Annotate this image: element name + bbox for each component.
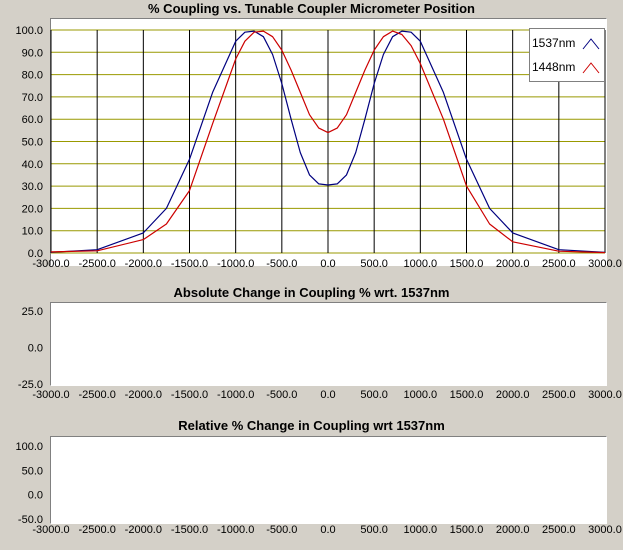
absolute-plot-area xyxy=(50,302,607,386)
legend-swatch-1448nm xyxy=(582,62,600,74)
x-tick-label: 1500.0 xyxy=(450,524,484,536)
x-tick-label: 1500.0 xyxy=(450,389,484,401)
y-tick-label: 80.0 xyxy=(22,70,43,82)
x-tick-label: -2000.0 xyxy=(125,258,162,270)
x-tick-label: -3000.0 xyxy=(32,389,69,401)
x-tick-label: -500.0 xyxy=(266,524,297,536)
x-tick-label: 2000.0 xyxy=(496,524,530,536)
x-tick-label: 3000.0 xyxy=(588,389,622,401)
relative-chart-title: Relative % Change in Coupling wrt 1537nm xyxy=(178,418,445,433)
y-tick-label: 25.0 xyxy=(22,306,43,318)
x-tick-label: 2500.0 xyxy=(542,524,576,536)
x-tick-label: 2500.0 xyxy=(542,389,576,401)
x-tick-label: -1500.0 xyxy=(171,524,208,536)
y-tick-label: 40.0 xyxy=(22,159,43,171)
x-tick-label: -1500.0 xyxy=(171,258,208,270)
x-tick-label: -2000.0 xyxy=(125,524,162,536)
y-tick-label: 20.0 xyxy=(22,203,43,215)
x-tick-label: 1000.0 xyxy=(404,524,438,536)
legend-label: 1448nm xyxy=(532,60,576,74)
y-tick-label: 50.0 xyxy=(22,465,43,477)
x-tick-label: -1000.0 xyxy=(217,524,254,536)
y-tick-label: 70.0 xyxy=(22,92,43,104)
x-tick-label: -2000.0 xyxy=(125,389,162,401)
y-tick-label: 60.0 xyxy=(22,114,43,126)
y-tick-label: -50.0 xyxy=(18,514,43,526)
relative-plot-area xyxy=(50,436,607,524)
x-tick-label: 2000.0 xyxy=(496,389,530,401)
x-tick-label: 500.0 xyxy=(360,389,388,401)
y-tick-label: 0.0 xyxy=(28,343,43,355)
y-tick-label: 100.0 xyxy=(15,25,43,37)
y-tick-label: 50.0 xyxy=(22,137,43,149)
y-tick-label: 10.0 xyxy=(22,226,43,238)
x-tick-label: 500.0 xyxy=(360,258,388,270)
x-tick-label: -1500.0 xyxy=(171,389,208,401)
main-chart-title: % Coupling vs. Tunable Coupler Micromete… xyxy=(148,1,475,16)
y-tick-label: 100.0 xyxy=(15,441,43,453)
legend-item-1537nm: 1537nm xyxy=(532,33,602,53)
x-tick-label: -500.0 xyxy=(266,258,297,270)
main-chart-group: 0.0 10.0 20.0 30.0 40.0 50.0 60.0 70.0 80.0 90.0 1… xyxy=(15,25,621,270)
x-tick-label: 0.0 xyxy=(320,389,335,401)
x-tick-label: 0.0 xyxy=(320,524,335,536)
y-tick-label: -25.0 xyxy=(18,379,43,391)
y-tick-label: 0.0 xyxy=(28,248,43,260)
legend-swatch-1537nm xyxy=(582,38,600,50)
y-tick-label: 30.0 xyxy=(22,181,43,193)
x-tick-label: -3000.0 xyxy=(32,258,69,270)
x-tick-label: 3000.0 xyxy=(588,524,622,536)
x-tick-label: 500.0 xyxy=(360,524,388,536)
y-tick-label: 90.0 xyxy=(22,47,43,59)
series-line-1537nm xyxy=(50,30,606,253)
absolute-chart-title: Absolute Change in Coupling % wrt. 1537n… xyxy=(173,285,450,300)
x-tick-label: -2500.0 xyxy=(79,389,116,401)
x-tick-label: -500.0 xyxy=(266,389,297,401)
x-tick-label: 1000.0 xyxy=(404,258,438,270)
y-tick-label: 0.0 xyxy=(28,490,43,502)
x-tick-label: -3000.0 xyxy=(32,524,69,536)
legend: 1537nm 1448nm xyxy=(529,28,605,82)
x-tick-label: 2000.0 xyxy=(496,258,530,270)
x-tick-label: 1000.0 xyxy=(404,389,438,401)
x-tick-label: 3000.0 xyxy=(588,258,622,270)
legend-label: 1537nm xyxy=(532,36,576,50)
x-tick-label: -1000.0 xyxy=(217,258,254,270)
x-tick-label: 1500.0 xyxy=(450,258,484,270)
x-tick-label: -2500.0 xyxy=(79,258,116,270)
x-tick-label: 0.0 xyxy=(320,258,335,270)
series-line-1448nm xyxy=(50,30,606,254)
x-tick-label: -2500.0 xyxy=(79,524,116,536)
x-tick-label: -1000.0 xyxy=(217,389,254,401)
x-tick-label: 2500.0 xyxy=(542,258,576,270)
legend-item-1448nm: 1448nm xyxy=(532,57,602,77)
